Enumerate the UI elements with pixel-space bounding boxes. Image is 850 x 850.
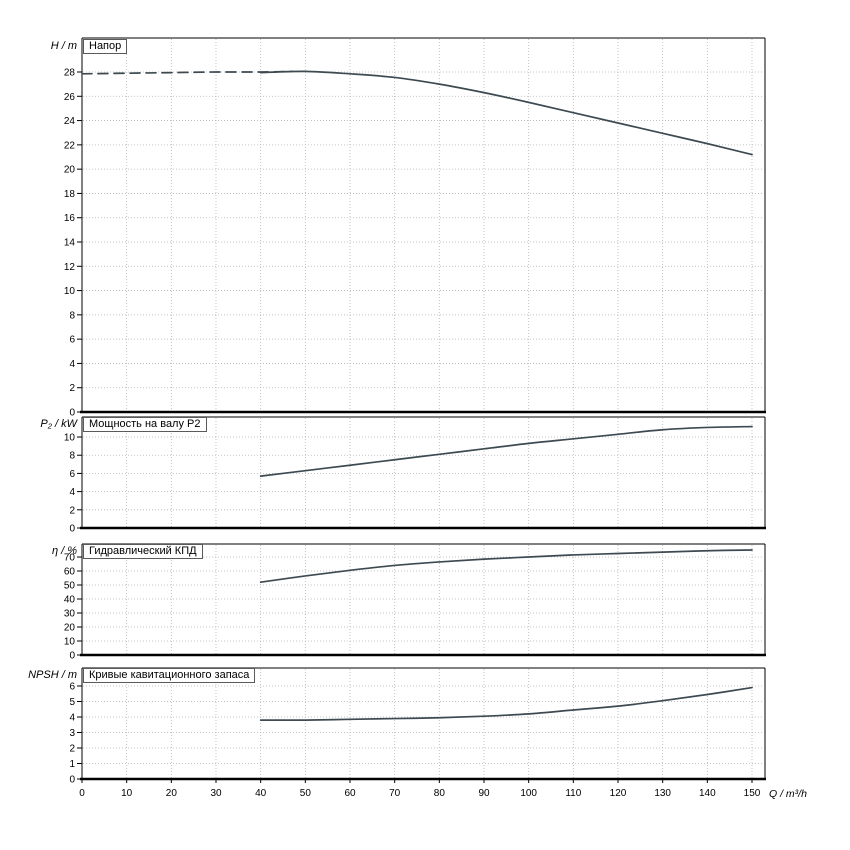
y-tick-label: 3 — [69, 728, 75, 739]
y-axis-label-npsh: NPSH / m — [28, 669, 77, 681]
x-tick-label: 130 — [654, 788, 671, 799]
y-tick-label: 2 — [69, 505, 75, 516]
y-axis-label-head: H / m — [50, 40, 77, 52]
y-tick-label: 8 — [69, 451, 75, 462]
y-tick-label: 12 — [64, 262, 76, 273]
y-tick-label: 8 — [69, 310, 75, 321]
x-tick-label: 10 — [121, 788, 133, 799]
y-tick-label: 14 — [64, 238, 76, 249]
x-tick-label: 120 — [610, 788, 627, 799]
y-tick-label: 50 — [64, 581, 76, 592]
npsh-curve — [259, 686, 753, 721]
x-tick-label: 70 — [389, 788, 401, 799]
y-axis-label-power: P₂ / kW — [40, 418, 77, 430]
y-tick-label: 60 — [64, 567, 76, 578]
shaft-power-curve — [259, 425, 753, 477]
x-tick-label: 60 — [344, 788, 356, 799]
y-tick-label: 1 — [69, 759, 75, 770]
x-tick-label: 80 — [434, 788, 446, 799]
hydraulic-efficiency-curve — [259, 549, 753, 584]
y-tick-label: 0 — [69, 408, 75, 419]
y-tick-label: 6 — [69, 335, 75, 346]
x-tick-label: 100 — [520, 788, 537, 799]
y-tick-label: 10 — [64, 286, 76, 297]
y-tick-label: 4 — [69, 359, 75, 370]
y-tick-label: 28 — [64, 68, 76, 79]
x-axis-label: Q / m³/h — [769, 788, 807, 800]
y-axis-label-efficiency: η / % — [51, 545, 77, 557]
x-tick-label: 40 — [255, 788, 267, 799]
y-tick-label: 26 — [64, 92, 76, 103]
panel-title-power: Мощность на валу P2 — [83, 417, 207, 432]
y-tick-label: 22 — [64, 140, 76, 151]
y-tick-label: 0 — [69, 775, 75, 786]
y-tick-label: 2 — [69, 383, 75, 394]
y-tick-label: 10 — [64, 637, 76, 648]
x-tick-label: 110 — [565, 788, 581, 799]
y-tick-label: 40 — [64, 595, 76, 606]
panel-title-head: Напор — [83, 39, 128, 54]
y-tick-label: 30 — [64, 609, 76, 620]
x-tick-label: 150 — [744, 788, 761, 799]
x-tick-label: 20 — [166, 788, 178, 799]
y-tick-label: 0 — [69, 524, 75, 535]
head-curve — [259, 70, 753, 156]
y-tick-label: 6 — [69, 469, 75, 480]
y-tick-label: 4 — [69, 712, 75, 723]
x-tick-label: 30 — [210, 788, 222, 799]
y-tick-label: 2 — [69, 743, 75, 754]
y-tick-label: 0 — [69, 651, 75, 662]
y-tick-label: 6 — [69, 681, 75, 692]
x-tick-label: 50 — [300, 788, 312, 799]
panel-title-efficiency: Гидравлический КПД — [83, 544, 203, 559]
y-tick-label: 18 — [64, 189, 76, 200]
x-tick-label: 0 — [79, 788, 85, 799]
x-tick-label: 140 — [699, 788, 716, 799]
x-tick-label: 90 — [478, 788, 490, 799]
y-tick-label: 16 — [64, 213, 76, 224]
y-tick-label: 5 — [69, 697, 75, 708]
y-tick-label: 4 — [69, 487, 75, 498]
y-tick-label: 70 — [64, 553, 76, 564]
y-tick-label: 20 — [64, 623, 76, 634]
y-tick-label: 24 — [64, 116, 76, 127]
y-tick-label: 20 — [64, 165, 76, 176]
panel-title-npsh: Кривые кавитационного запаса — [83, 668, 256, 683]
y-tick-label: 10 — [64, 433, 76, 444]
